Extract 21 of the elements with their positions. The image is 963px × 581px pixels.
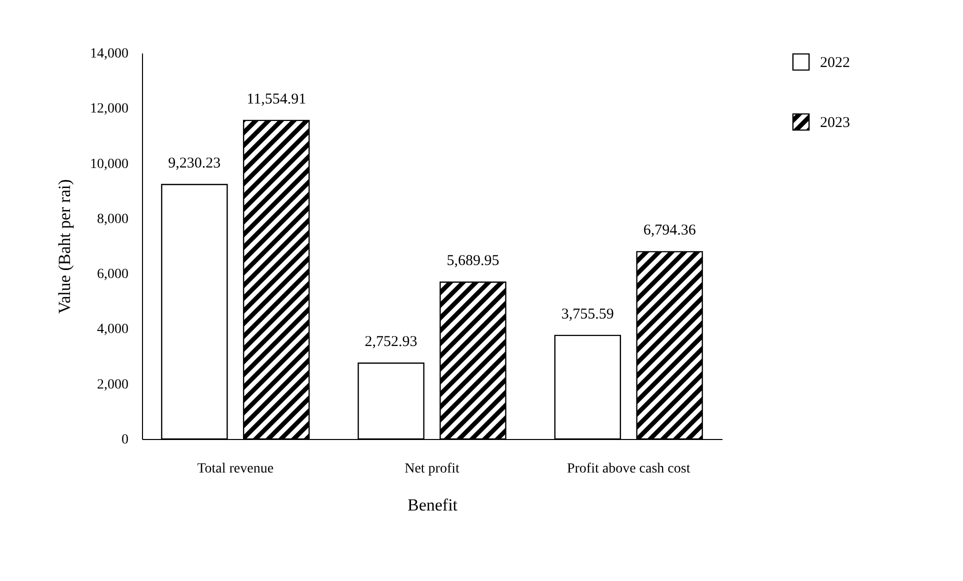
y-tick-label: 6,000 [97,267,128,282]
legend-label: 2022 [820,55,850,71]
y-tick-label: 4,000 [97,322,128,338]
y-tick-label: 12,000 [90,102,128,117]
y-tick-label: 14,000 [90,46,128,62]
x-axis-title: Benefit [407,496,458,514]
data-label: 11,554.91 [246,91,306,108]
data-label: 5,689.95 [446,253,500,270]
data-label: 9,230.23 [168,156,221,172]
y-tick-label: 2,000 [97,377,128,392]
x-tick-label: Net profit [404,462,460,476]
y-axis-title: Value (Baht per rai) [55,179,74,314]
y-tick-label: 0 [122,432,128,448]
data-label: 6,794.36 [643,222,696,239]
x-tick-label: Profit above cash cost [566,462,690,476]
y-tick-label: 8,000 [97,212,128,227]
legend-label: 2023 [820,115,850,131]
data-label: 3,755.59 [561,306,614,322]
x-tick-label: Total revenue [197,462,274,476]
data-label: 2,752.93 [364,334,418,350]
y-tick-label: 10,000 [90,156,128,172]
